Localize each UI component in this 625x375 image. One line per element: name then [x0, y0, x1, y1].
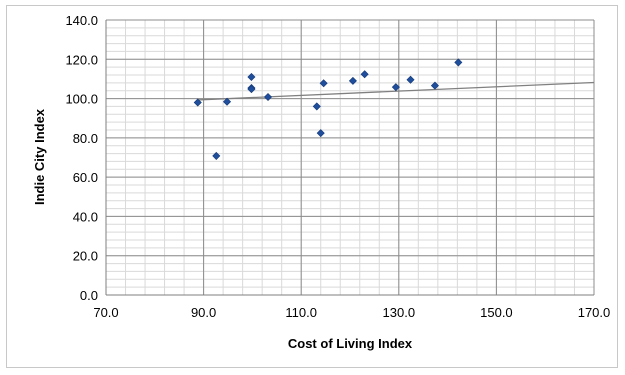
data-point	[454, 58, 463, 67]
trendline	[197, 81, 595, 101]
y-axis-title: Indie City Index	[32, 108, 47, 205]
data-point	[312, 102, 321, 111]
data-point	[406, 75, 415, 84]
data-points	[193, 58, 463, 160]
data-point	[212, 151, 221, 160]
y-tick-label: 60.0	[73, 170, 98, 185]
y-tick-label: 40.0	[73, 209, 98, 224]
y-tick-labels: 0.0 20.0 40.0 60.0 80.0 100.0 120.0 140.0	[65, 13, 98, 303]
x-tick-labels: 70.0 90.0 110.0 130.0 150.0 170.0	[93, 305, 610, 320]
y-tick-label: 20.0	[73, 249, 98, 264]
x-tick-label: 110.0	[285, 305, 317, 320]
data-point	[430, 81, 439, 90]
data-point	[391, 83, 400, 92]
x-tick-label: 90.0	[191, 305, 216, 320]
data-point	[247, 72, 256, 81]
data-point	[247, 85, 256, 94]
data-point	[222, 97, 232, 106]
x-tick-label: 150.0	[480, 305, 513, 320]
axes	[105, 20, 594, 296]
data-point	[193, 98, 202, 107]
y-tick-label: 120.0	[65, 52, 98, 67]
x-axis-title: Cost of Living Index	[288, 336, 413, 351]
y-tick-label: 0.0	[80, 288, 98, 303]
x-tick-label: 170.0	[578, 305, 611, 320]
data-point	[348, 76, 357, 85]
y-tick-label: 140.0	[65, 13, 98, 28]
minor-gridlines	[105, 19, 595, 296]
data-point	[360, 70, 369, 79]
data-point	[319, 79, 328, 88]
x-tick-label: 130.0	[383, 305, 416, 320]
trendline-group	[197, 81, 595, 101]
data-point	[263, 92, 273, 102]
major-gridlines	[105, 19, 595, 296]
x-tick-label: 70.0	[93, 305, 118, 320]
y-tick-label: 80.0	[73, 131, 98, 146]
data-point	[316, 129, 325, 138]
y-tick-label: 100.0	[65, 92, 98, 107]
